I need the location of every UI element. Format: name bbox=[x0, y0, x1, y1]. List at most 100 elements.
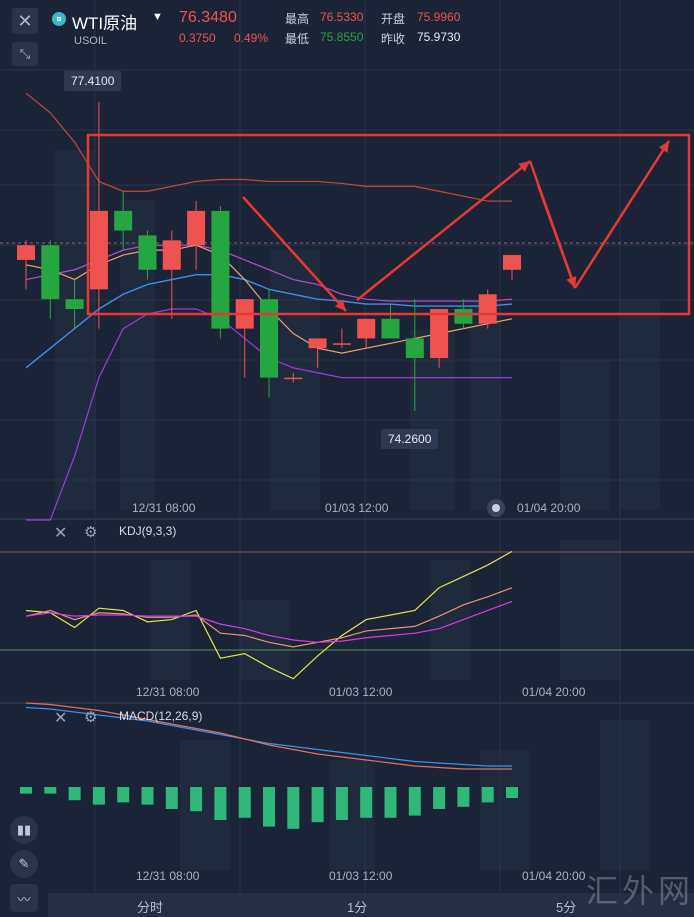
close-macd-icon[interactable]: ✕ bbox=[54, 710, 68, 727]
annotation-arrow-down-head bbox=[334, 299, 346, 311]
background-block bbox=[560, 360, 610, 510]
main-time-label: 12/31 08:00 bbox=[132, 501, 196, 515]
candle-body bbox=[308, 338, 327, 349]
background-block bbox=[240, 600, 290, 680]
macd-bar bbox=[20, 787, 32, 794]
main-time-label: 01/03 12:00 bbox=[325, 501, 389, 515]
kdj-time-label: 01/03 12:00 bbox=[329, 685, 393, 699]
low-value: 75.8550 bbox=[320, 30, 364, 44]
watermark: 汇外网 bbox=[586, 872, 694, 910]
close-icon[interactable]: ✕ bbox=[12, 8, 38, 34]
kdj-settings-icon[interactable]: ⚙ bbox=[84, 524, 98, 541]
candle-body bbox=[357, 318, 376, 339]
annotation-arrow-pullback-head bbox=[566, 276, 577, 288]
candle-body bbox=[430, 308, 449, 359]
candle-body bbox=[138, 235, 157, 270]
candle-body bbox=[65, 299, 84, 309]
annotation-arrow-up-head bbox=[518, 161, 530, 172]
candle-body bbox=[89, 210, 108, 290]
kdj-title: KDJ(9,3,3) bbox=[119, 524, 177, 538]
background-block bbox=[470, 300, 500, 510]
macd-bar bbox=[287, 787, 300, 829]
indicator-icon[interactable]: 〰 bbox=[10, 884, 38, 912]
background-block bbox=[620, 300, 660, 510]
macd-bar bbox=[433, 787, 446, 809]
tab-5min[interactable]: 5分 bbox=[556, 900, 577, 915]
macd-bar bbox=[141, 787, 154, 805]
candle-body bbox=[454, 308, 473, 324]
macd-bar bbox=[384, 787, 397, 818]
macd-time-label: 01/03 12:00 bbox=[329, 869, 393, 883]
draw-pencil-icon[interactable]: ✎ bbox=[10, 850, 38, 878]
macd-title: MACD(12,26,9) bbox=[119, 709, 203, 723]
annotation-arrow-up bbox=[356, 160, 531, 301]
macd-dif-line bbox=[25, 706, 512, 767]
candle-body bbox=[114, 210, 133, 231]
macd-settings-icon[interactable]: ⚙ bbox=[84, 709, 98, 726]
candle-body bbox=[284, 377, 303, 380]
tab-timeshare[interactable]: 分时 bbox=[137, 900, 164, 915]
collapse-icon[interactable]: ⤡ bbox=[12, 42, 38, 66]
low-label: 最低 bbox=[285, 32, 310, 46]
kdj-time-label: 01/04 20:00 bbox=[522, 685, 586, 699]
last-price: 76.3480 bbox=[179, 9, 237, 26]
boll-upper-line bbox=[25, 92, 512, 202]
macd-dea-line bbox=[25, 702, 512, 770]
candle-body bbox=[381, 318, 400, 339]
candle-body bbox=[332, 343, 351, 345]
candle-type-icon[interactable]: ▮▮ bbox=[10, 816, 38, 844]
annotation-arrow-pullback bbox=[536, 184, 577, 289]
candle-body bbox=[478, 294, 497, 324]
drag-handle-icon[interactable] bbox=[487, 499, 505, 517]
candle-body bbox=[211, 210, 230, 329]
high-value: 76.5330 bbox=[320, 10, 364, 24]
symbol-code: USOIL bbox=[74, 35, 108, 47]
macd-time-label: 01/04 20:00 bbox=[522, 869, 586, 883]
macd-bar bbox=[311, 787, 324, 823]
close-kdj-icon[interactable]: ✕ bbox=[54, 525, 68, 542]
candle-body bbox=[41, 245, 60, 300]
kdj-j-line bbox=[25, 550, 513, 680]
open-label: 开盘 bbox=[381, 12, 406, 26]
macd-bar bbox=[360, 787, 373, 818]
background-block bbox=[270, 250, 320, 510]
macd-bar bbox=[214, 787, 227, 820]
annotation-box bbox=[86, 133, 691, 316]
min-price-tag: 74.2600 bbox=[381, 429, 439, 449]
high-label: 最高 bbox=[285, 12, 310, 26]
kdj-d-line bbox=[25, 600, 513, 643]
symbol-name[interactable]: WTI原油 bbox=[72, 14, 138, 33]
macd-time-label: 12/31 08:00 bbox=[136, 869, 200, 883]
kdj-k-line bbox=[25, 587, 513, 648]
symbol-dropdown-icon[interactable]: ▼ bbox=[152, 11, 163, 23]
macd-bar bbox=[457, 787, 470, 807]
background-block bbox=[430, 560, 470, 680]
macd-bar bbox=[68, 787, 81, 801]
macd-bar bbox=[92, 787, 105, 805]
kdj-time-label: 12/31 08:00 bbox=[136, 685, 200, 699]
candle-body bbox=[162, 240, 181, 270]
candle-body bbox=[260, 299, 278, 378]
candle-body bbox=[405, 338, 424, 359]
macd-bar bbox=[506, 787, 518, 798]
macd-bar bbox=[238, 787, 251, 818]
macd-bar bbox=[190, 787, 203, 812]
annotation-arrow-rally bbox=[573, 140, 671, 289]
macd-bar bbox=[335, 787, 348, 820]
annotation-arrow-down bbox=[242, 196, 347, 312]
open-value: 75.9960 bbox=[417, 10, 461, 24]
candle-body bbox=[503, 255, 521, 270]
macd-bar bbox=[408, 787, 421, 816]
candle-body bbox=[17, 245, 35, 260]
macd-bar bbox=[263, 787, 275, 827]
annotation-arrow-rally-head bbox=[658, 141, 669, 153]
candle-body bbox=[187, 210, 206, 246]
tab-1min[interactable]: 1分 bbox=[347, 900, 368, 915]
background-block bbox=[600, 720, 650, 870]
macd-bar bbox=[165, 787, 178, 809]
macd-bar bbox=[117, 787, 130, 803]
timeframe-bar bbox=[48, 893, 694, 917]
symbol-badge-icon: ¤ bbox=[52, 12, 66, 26]
